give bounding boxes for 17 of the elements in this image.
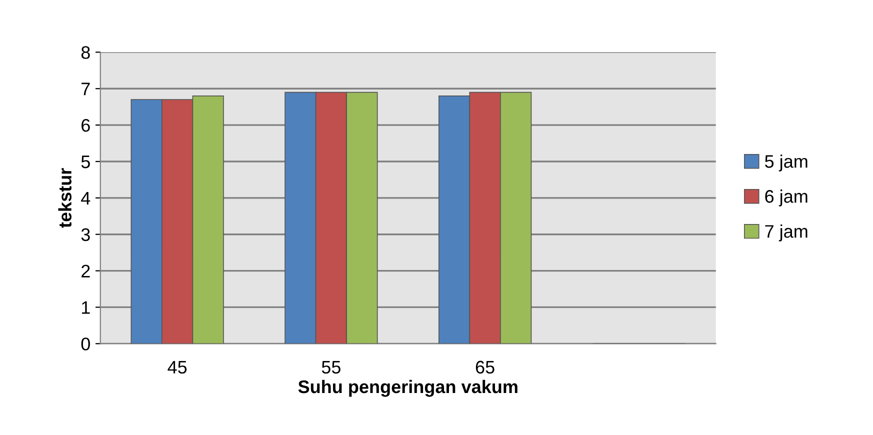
y-axis-title: tekstur	[58, 168, 72, 228]
y-tick-label: 5	[81, 156, 90, 168]
y-tick-label: 0	[81, 338, 90, 350]
legend-label: 5 jam	[765, 154, 808, 172]
y-tick-label: 3	[81, 228, 90, 242]
x-tick-label: 65	[476, 360, 494, 374]
y-tick-label: 7	[82, 82, 90, 96]
y-tick-label: 4	[81, 192, 90, 204]
y-tick-label: 8	[81, 46, 90, 59]
y-tick-label: 6	[82, 118, 90, 132]
x-axis-title: Suhu pengeringan vakum	[298, 380, 518, 397]
x-tick-label: 55	[322, 360, 340, 374]
y-tick-label: 2	[82, 264, 90, 278]
legend-label: 6 jam	[765, 190, 808, 206]
y-tick-label: 1	[82, 301, 90, 314]
x-tick-label: 45	[168, 360, 187, 374]
legend-label: 7 jam	[765, 224, 808, 242]
